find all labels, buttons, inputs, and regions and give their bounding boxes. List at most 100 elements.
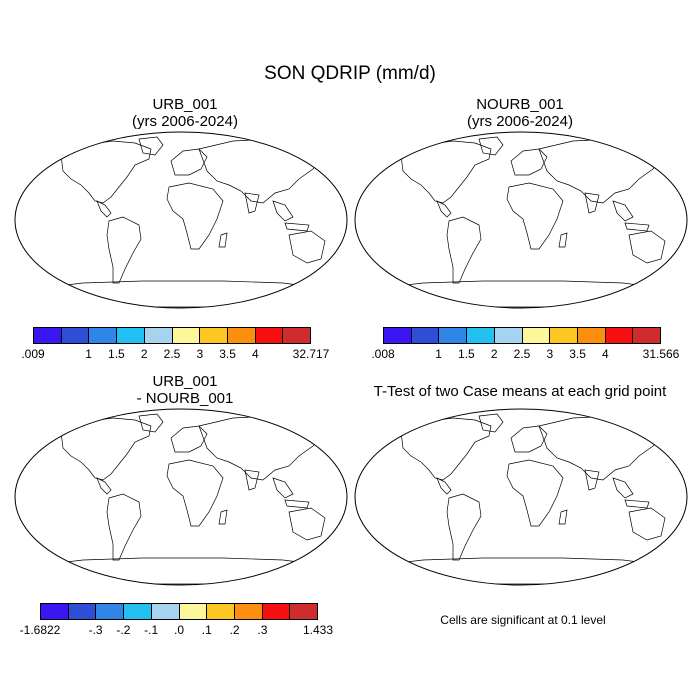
grid-cell (664, 306, 669, 307)
grid-cell (314, 296, 319, 301)
grid-cell (674, 291, 679, 296)
grid-cell (339, 286, 344, 291)
grid-cell (344, 151, 348, 156)
grid-cell (124, 408, 129, 413)
grid-cell (414, 141, 419, 146)
grid-cell (634, 146, 639, 151)
grid-cell (324, 141, 329, 146)
map-urb (14, 131, 348, 309)
grid-cell (344, 166, 348, 171)
grid-cell (389, 306, 394, 307)
grid-cell (444, 301, 449, 306)
grid-cell (39, 151, 44, 156)
grid-cell (69, 146, 74, 151)
grid-cell (384, 161, 389, 166)
grid-cell (354, 301, 359, 306)
grid-cell (79, 131, 84, 136)
grid-cell (664, 161, 669, 166)
grid-cell (249, 306, 254, 307)
grid-cell (74, 141, 79, 146)
grid-cell (314, 291, 319, 296)
grid-cell (324, 414, 329, 418)
grid-cell (424, 296, 429, 301)
grid-cell (659, 291, 664, 296)
grid-cell (89, 408, 94, 413)
grid-cell (324, 137, 329, 141)
grid-cell (429, 301, 434, 306)
grid-cell (109, 408, 114, 413)
grid-cell (414, 291, 419, 296)
grid-cell (619, 137, 624, 141)
grid-cell (309, 281, 314, 286)
grid-cell (344, 251, 348, 256)
grid-cell (319, 276, 324, 281)
grid-cell (34, 276, 39, 281)
grid-cell (244, 306, 249, 307)
grid-cell (329, 276, 334, 281)
grid-cell (424, 131, 429, 136)
grid-cell (284, 301, 289, 306)
grid-cell (364, 171, 369, 176)
grid-cell (24, 266, 29, 271)
grid-cell (634, 296, 639, 301)
grid-cell (599, 301, 604, 306)
grid-cell (124, 131, 129, 136)
grid-cell (49, 414, 54, 418)
grid-cell (344, 306, 348, 309)
grid-cell (609, 296, 614, 301)
grid-cell (394, 146, 399, 151)
grid-cell (344, 161, 348, 166)
grid-cell (59, 291, 64, 296)
grid-cell (389, 281, 394, 286)
grid-cell (19, 286, 24, 291)
grid-cell (84, 296, 89, 301)
grid-cell (354, 276, 359, 281)
grid-cell (239, 408, 244, 413)
grid-cell (679, 181, 684, 186)
grid-cell (384, 281, 389, 286)
grid-cell (109, 306, 114, 307)
grid-cell (414, 146, 419, 151)
grid-cell (19, 261, 24, 266)
grid-cell (329, 131, 334, 136)
grid-cell (334, 306, 339, 309)
grid-cell (289, 301, 294, 306)
grid-cell (14, 161, 19, 166)
grid-cell (74, 414, 79, 418)
grid-cell (669, 131, 674, 136)
grid-cell (79, 137, 84, 141)
grid-cell (654, 131, 659, 136)
grid-cell (614, 306, 619, 307)
grid-cell (684, 271, 688, 276)
grid-cell (394, 296, 399, 301)
grid-cell (319, 271, 324, 276)
panel-title-nourb-line1: NOURB_001 (476, 96, 564, 113)
grid-cell (49, 151, 54, 156)
grid-cell (669, 281, 674, 286)
grid-cell (104, 408, 109, 413)
grid-cell (19, 281, 24, 286)
grid-cell (669, 261, 674, 266)
grid-cell (274, 141, 279, 146)
grid-cell (94, 131, 99, 136)
grid-cell (354, 296, 359, 301)
grid-cell (359, 146, 364, 151)
grid-cell (354, 246, 359, 251)
grid-cell (59, 131, 64, 136)
grid-cell (374, 276, 379, 281)
grid-cell (39, 156, 44, 161)
grid-cell (639, 306, 644, 307)
grid-cell (684, 266, 688, 271)
grid-cell (299, 286, 304, 291)
grid-cell (664, 281, 669, 286)
grid-cell (684, 296, 688, 301)
grid-cell (44, 296, 49, 301)
grid-cell (669, 271, 674, 276)
panel-title-diff-line1: URB_001 (152, 373, 218, 390)
grid-cell (284, 306, 289, 307)
grid-cell (64, 301, 69, 306)
grid-cell (254, 306, 259, 307)
grid-cell (374, 271, 379, 276)
grid-cell (19, 306, 24, 309)
grid-cell (679, 276, 684, 281)
